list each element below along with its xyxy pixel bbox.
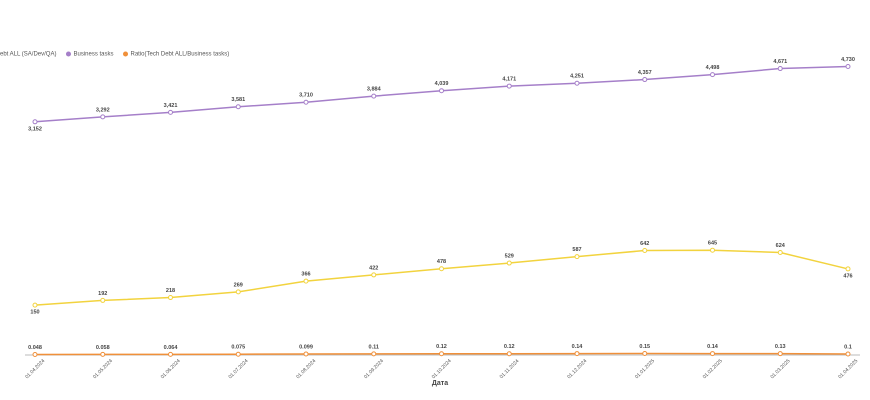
data-point: [371, 351, 377, 357]
data-point: [32, 302, 38, 308]
data-label: 0.12: [504, 344, 515, 350]
data-point: [303, 278, 309, 284]
x-tick-label: 01.06.2024: [160, 358, 182, 380]
data-point: [32, 119, 38, 125]
data-label: 0.12: [436, 344, 447, 350]
data-label: 3,152: [28, 126, 42, 132]
data-label: 218: [166, 288, 175, 294]
x-tick-label: 01.12.2024: [566, 358, 588, 380]
data-point: [506, 83, 512, 89]
data-label: 624: [776, 243, 786, 249]
data-point: [439, 88, 444, 94]
data-point: [100, 351, 106, 357]
data-label: 269: [234, 282, 243, 288]
data-point: [303, 351, 309, 357]
data-point: [642, 77, 648, 83]
data-label: 0.13: [775, 344, 786, 350]
data-label: 0.14: [707, 344, 719, 350]
data-point: [371, 93, 377, 99]
data-point: [168, 351, 173, 357]
data-label: 0.064: [164, 345, 179, 351]
data-point: [845, 266, 851, 272]
data-label: 150: [30, 310, 39, 316]
data-point: [845, 63, 851, 69]
legend-label: Ratio(Tech Debt ALL/Business tasks): [131, 52, 230, 58]
x-tick-label: 01.01.2025: [634, 358, 656, 380]
data-point: [235, 289, 241, 295]
data-label: 4,357: [638, 70, 652, 76]
data-point: [303, 99, 309, 105]
x-tick-label: 01.03.2025: [770, 358, 792, 380]
data-label: 422: [369, 265, 378, 271]
data-point: [710, 247, 715, 253]
data-point: [574, 80, 580, 86]
data-point: [574, 351, 580, 357]
data-point: [845, 351, 851, 357]
data-point: [235, 104, 241, 110]
data-label: 4,671: [773, 59, 787, 65]
x-tick-label: 01.05.2024: [92, 358, 114, 380]
data-label: 192: [98, 291, 107, 297]
data-point: [642, 350, 648, 356]
data-label: 476: [843, 273, 852, 279]
data-point: [168, 109, 173, 115]
data-label: 366: [301, 272, 310, 278]
data-point: [235, 351, 241, 357]
data-label: 478: [437, 259, 446, 265]
data-point: [777, 351, 783, 357]
data-label: 0.14: [572, 344, 584, 350]
data-point: [100, 297, 106, 303]
data-label: 3,884: [367, 87, 382, 93]
x-tick-label: 01.11.2024: [499, 358, 521, 380]
legend-label: Business tasks: [73, 52, 113, 58]
data-point: [710, 351, 715, 357]
data-point: [439, 266, 444, 272]
data-point: [777, 250, 783, 256]
data-point: [642, 248, 648, 254]
x-tick-label: 01.04.2025: [837, 358, 859, 380]
data-label: 4,498: [706, 65, 720, 71]
x-tick-label: 01.10.2024: [431, 358, 453, 380]
data-label: 0.15: [639, 344, 650, 350]
data-point: [32, 352, 38, 358]
data-point: [777, 66, 783, 72]
data-point: [710, 72, 715, 78]
legend-label: ebt ALL (SA/Dev/QA): [0, 52, 56, 58]
data-point: [506, 260, 512, 266]
legend-marker: [65, 51, 71, 57]
data-point: [506, 351, 512, 357]
data-point: [574, 254, 580, 260]
data-label: 4,251: [570, 74, 584, 80]
data-label: 3,292: [96, 107, 110, 113]
data-label: 642: [640, 241, 649, 247]
data-label: 0.099: [299, 344, 313, 350]
x-tick-label: 01.07.2024: [228, 358, 250, 380]
data-label: 4,171: [502, 77, 516, 83]
data-label: 529: [505, 254, 514, 260]
data-label: 3,581: [231, 97, 245, 103]
data-label: 3,710: [299, 93, 313, 99]
x-tick-label: 01.08.2024: [295, 358, 317, 380]
data-label: 0.1: [844, 344, 852, 350]
data-point: [371, 272, 377, 278]
data-point: [100, 114, 106, 120]
x-tick-label: 01.09.2024: [363, 358, 385, 380]
x-tick-label: 01.04.2024: [24, 358, 46, 380]
data-point: [439, 351, 444, 357]
data-label: 3,421: [164, 103, 178, 109]
legend-marker: [123, 51, 129, 57]
data-label: 4,730: [841, 57, 855, 63]
data-label: 0.048: [28, 345, 42, 351]
x-axis-label: Дата: [432, 380, 448, 387]
data-point: [168, 295, 173, 301]
series-line: [34, 65, 849, 123]
data-label: 0.11: [369, 344, 379, 350]
data-label: 587: [572, 247, 581, 253]
data-label: 645: [708, 241, 717, 247]
data-label: 4,039: [435, 81, 449, 87]
data-label: 0.075: [231, 345, 245, 351]
x-tick-label: 01.02.2025: [702, 358, 724, 380]
data-label: 0.058: [96, 345, 110, 351]
